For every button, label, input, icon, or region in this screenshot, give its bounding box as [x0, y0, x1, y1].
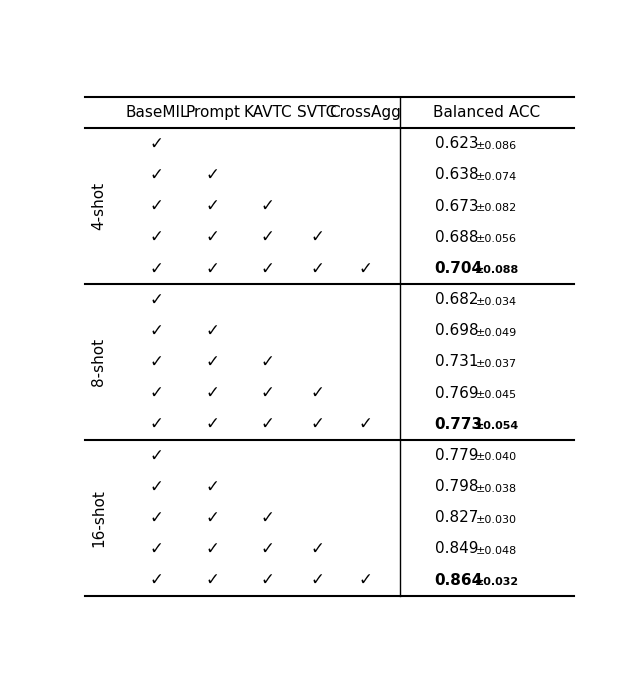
Text: ✓: ✓ [310, 571, 324, 589]
Text: 0.864: 0.864 [435, 572, 483, 588]
Text: ✓: ✓ [358, 571, 372, 589]
Text: 0.673: 0.673 [435, 199, 478, 214]
Text: 0.623: 0.623 [435, 136, 478, 151]
Text: 0.682: 0.682 [435, 292, 478, 307]
Text: ✓: ✓ [150, 477, 164, 496]
Text: ±0.038: ±0.038 [476, 483, 516, 494]
Text: ✓: ✓ [150, 446, 164, 464]
Text: ✓: ✓ [206, 508, 220, 527]
Text: ±0.032: ±0.032 [476, 577, 520, 587]
Text: 0.704: 0.704 [435, 261, 483, 276]
Text: ✓: ✓ [206, 540, 220, 558]
Text: ✓: ✓ [260, 260, 275, 277]
Text: ✓: ✓ [206, 353, 220, 371]
Text: ✓: ✓ [206, 260, 220, 277]
Text: SVTC: SVTC [298, 105, 337, 120]
Text: ✓: ✓ [358, 415, 372, 433]
Text: ✓: ✓ [150, 135, 164, 153]
Text: ±0.088: ±0.088 [476, 266, 520, 275]
Text: ✓: ✓ [260, 353, 275, 371]
Text: CrossAgg: CrossAgg [329, 105, 401, 120]
Text: 8-shot: 8-shot [92, 338, 106, 386]
Text: ✓: ✓ [206, 477, 220, 496]
Text: ✓: ✓ [260, 571, 275, 589]
Text: 0.688: 0.688 [435, 230, 478, 245]
Text: ✓: ✓ [206, 384, 220, 402]
Text: ±0.048: ±0.048 [476, 546, 516, 556]
Text: 4-shot: 4-shot [92, 182, 106, 230]
Text: ±0.045: ±0.045 [476, 390, 516, 400]
Text: 0.769: 0.769 [435, 386, 478, 401]
Text: ✓: ✓ [206, 166, 220, 184]
Text: ✓: ✓ [260, 228, 275, 246]
Text: ✓: ✓ [206, 322, 220, 340]
Text: Prompt: Prompt [186, 105, 241, 120]
Text: ±0.074: ±0.074 [476, 172, 516, 182]
Text: ±0.082: ±0.082 [476, 203, 516, 213]
Text: 0.779: 0.779 [435, 448, 478, 463]
Text: ✓: ✓ [150, 508, 164, 527]
Text: ✓: ✓ [260, 540, 275, 558]
Text: ✓: ✓ [150, 260, 164, 277]
Text: ✓: ✓ [150, 353, 164, 371]
Text: ✓: ✓ [310, 384, 324, 402]
Text: ±0.049: ±0.049 [476, 328, 516, 338]
Text: 0.827: 0.827 [435, 510, 478, 525]
Text: ✓: ✓ [150, 291, 164, 308]
Text: ✓: ✓ [150, 166, 164, 184]
Text: 0.698: 0.698 [435, 323, 478, 338]
Text: ✓: ✓ [150, 384, 164, 402]
Text: ✓: ✓ [260, 384, 275, 402]
Text: ✓: ✓ [260, 415, 275, 433]
Text: ±0.054: ±0.054 [476, 421, 520, 431]
Text: ✓: ✓ [358, 260, 372, 277]
Text: BaseMIL: BaseMIL [125, 105, 189, 120]
Text: ✓: ✓ [150, 197, 164, 215]
Text: ✓: ✓ [150, 322, 164, 340]
Text: ±0.040: ±0.040 [476, 452, 516, 462]
Text: ±0.086: ±0.086 [476, 141, 516, 151]
Text: ✓: ✓ [206, 571, 220, 589]
Text: ±0.037: ±0.037 [476, 359, 516, 369]
Text: KAVTC: KAVTC [243, 105, 292, 120]
Text: 0.638: 0.638 [435, 167, 478, 182]
Text: ✓: ✓ [150, 228, 164, 246]
Text: ✓: ✓ [310, 540, 324, 558]
Text: 0.798: 0.798 [435, 479, 478, 494]
Text: ✓: ✓ [310, 260, 324, 277]
Text: ✓: ✓ [206, 228, 220, 246]
Text: ✓: ✓ [150, 415, 164, 433]
Text: 16-shot: 16-shot [92, 489, 106, 546]
Text: 0.773: 0.773 [435, 417, 483, 432]
Text: ✓: ✓ [310, 228, 324, 246]
Text: 0.731: 0.731 [435, 355, 478, 370]
Text: 0.849: 0.849 [435, 541, 478, 557]
Text: ✓: ✓ [310, 415, 324, 433]
Text: ✓: ✓ [260, 197, 275, 215]
Text: ✓: ✓ [260, 508, 275, 527]
Text: ±0.034: ±0.034 [476, 297, 516, 306]
Text: ±0.030: ±0.030 [476, 515, 516, 525]
Text: Balanced ACC: Balanced ACC [433, 105, 540, 120]
Text: ✓: ✓ [206, 415, 220, 433]
Text: ±0.056: ±0.056 [476, 235, 516, 244]
Text: ✓: ✓ [150, 540, 164, 558]
Text: ✓: ✓ [150, 571, 164, 589]
Text: ✓: ✓ [206, 197, 220, 215]
